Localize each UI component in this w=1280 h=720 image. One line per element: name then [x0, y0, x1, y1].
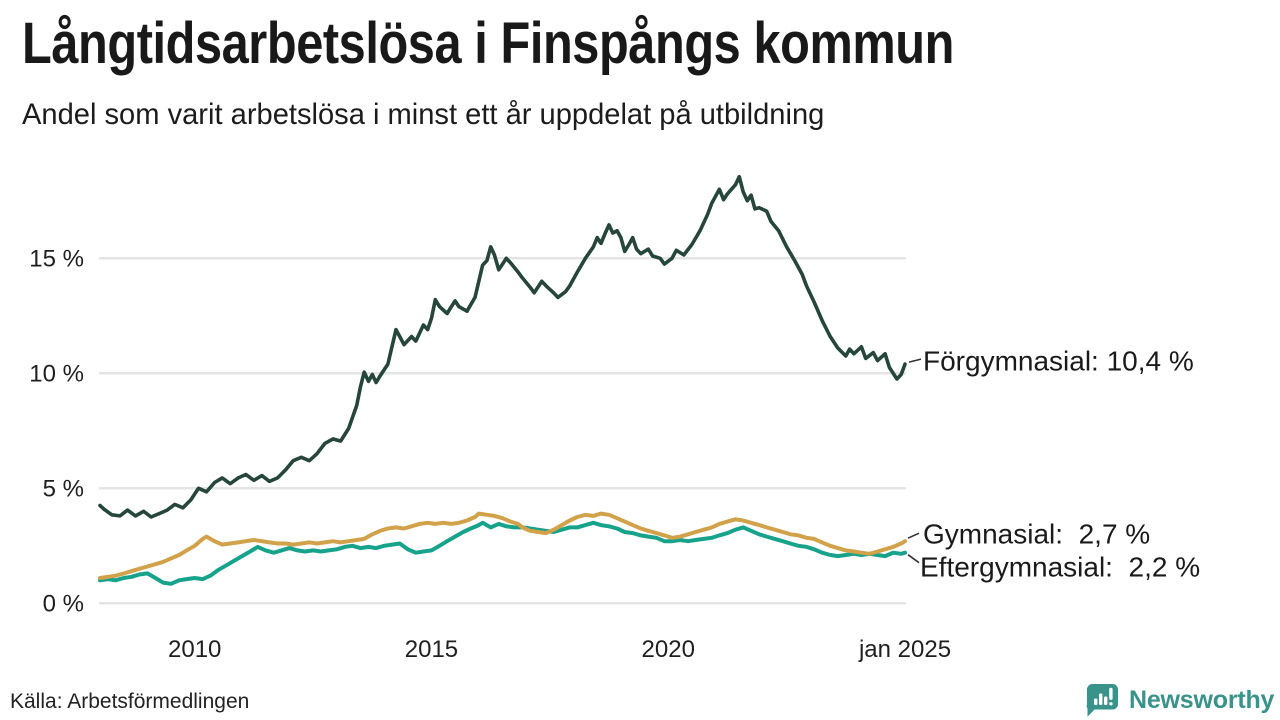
- y-tick-label: 15 %: [29, 245, 84, 272]
- y-tick-label: 5 %: [43, 475, 84, 502]
- series-line-förgymnasial: [98, 174, 907, 519]
- label-connector: [907, 554, 920, 564]
- series-line-gymnasial: [98, 511, 907, 580]
- source-note: Källa: Arbetsförmedlingen: [10, 690, 250, 713]
- series-line-eftergymnasial: [98, 520, 907, 586]
- chart-subtitle: Andel som varit arbetslösa i minst ett å…: [22, 98, 825, 131]
- label-connector: [907, 532, 920, 539]
- x-tick-label: 2015: [405, 636, 458, 663]
- x-tick-label: jan 2025: [858, 636, 951, 663]
- label-connector: [908, 358, 922, 363]
- y-tick-label: 0 %: [43, 590, 84, 617]
- newsworthy-bubble-chart-icon: [1086, 684, 1118, 717]
- newsworthy-logo[interactable]: Newsworthy: [1086, 682, 1274, 718]
- series-label-forgymnasial: Förgymnasial: 10,4 %: [923, 345, 1194, 377]
- chart-title: Långtidsarbetslösa i Finspångs kommun: [22, 11, 954, 76]
- series-label-eftergymnasial: Eftergymnasial: 2,2 %: [920, 551, 1201, 583]
- newsworthy-wordmark: Newsworthy: [1129, 685, 1275, 714]
- x-tick-label: 2020: [642, 636, 695, 663]
- y-tick-label: 10 %: [29, 360, 84, 387]
- series-label-gymnasial: Gymnasial: 2,7 %: [923, 518, 1151, 550]
- x-tick-label: 2010: [168, 636, 221, 663]
